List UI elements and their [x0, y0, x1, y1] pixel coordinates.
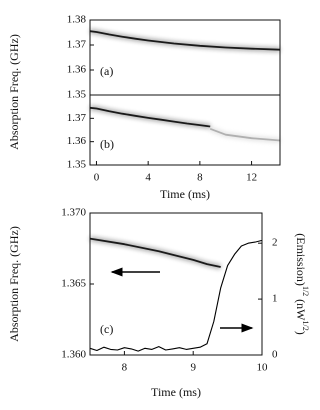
y-tick-label: 1.35	[67, 159, 87, 171]
y2-label-part: 1/2	[301, 286, 309, 296]
x-tick-label: 12	[246, 172, 257, 184]
y-axis-label: Absorption Freq. (GHz)	[7, 226, 21, 342]
panel-label: (b)	[100, 137, 114, 151]
trace-halo	[209, 126, 281, 143]
y-tick-label: 1.37	[67, 112, 87, 124]
y2-tick-label: 0	[272, 349, 278, 361]
x-tick-label: 0	[94, 172, 100, 184]
trace-halo	[89, 28, 281, 53]
y2-axis-label: (Emission)1/2 (nW1/2)	[294, 233, 309, 334]
y-tick-label: 1.36	[67, 64, 87, 76]
plot-frame	[89, 212, 263, 356]
panel-label: (a)	[100, 64, 113, 78]
absorption-trace	[89, 237, 221, 268]
y2-label-part: (Emission)	[294, 233, 308, 286]
y2-label-part: (nW	[294, 296, 308, 321]
emission-trace	[89, 239, 263, 352]
x-tick-label: 4	[145, 172, 151, 184]
absorption-trace	[89, 106, 211, 128]
absorption-trace	[209, 127, 281, 142]
figure: 1.38 1.37 1.36 1.35 Absorption Freq. (GHz) (a…	[7, 14, 309, 399]
panel-label: (c)	[100, 322, 113, 336]
y2-tick-label: 1	[272, 293, 278, 305]
x-tick-label: 9	[190, 362, 196, 374]
absorption-trace	[89, 30, 281, 51]
x-tick-label: 8	[122, 362, 128, 374]
y-tick-label: 1.365	[61, 278, 86, 290]
y-tick-label: 1.370	[61, 207, 86, 219]
x-tick-label: 10	[257, 362, 269, 374]
y2-label-part: )	[294, 331, 308, 335]
y-tick-label: 1.360	[61, 349, 86, 361]
x-axis-label: Time (ms)	[151, 385, 201, 399]
y2-label-part: 1/2	[301, 321, 309, 331]
y2-tick-label: 2	[272, 237, 278, 249]
x-tick-label: 8	[197, 172, 203, 184]
plot-frame	[89, 94, 281, 166]
y-axis-label: Absorption Freq. (GHz)	[7, 34, 21, 150]
x-axis-label: Time (ms)	[160, 187, 210, 201]
y-tick-label: 1.38	[67, 14, 87, 26]
y-tick-label: 1.36	[67, 135, 87, 147]
y-tick-label: 1.35	[67, 89, 87, 101]
y-tick-label: 1.37	[67, 39, 87, 51]
plot-frame	[89, 19, 281, 96]
